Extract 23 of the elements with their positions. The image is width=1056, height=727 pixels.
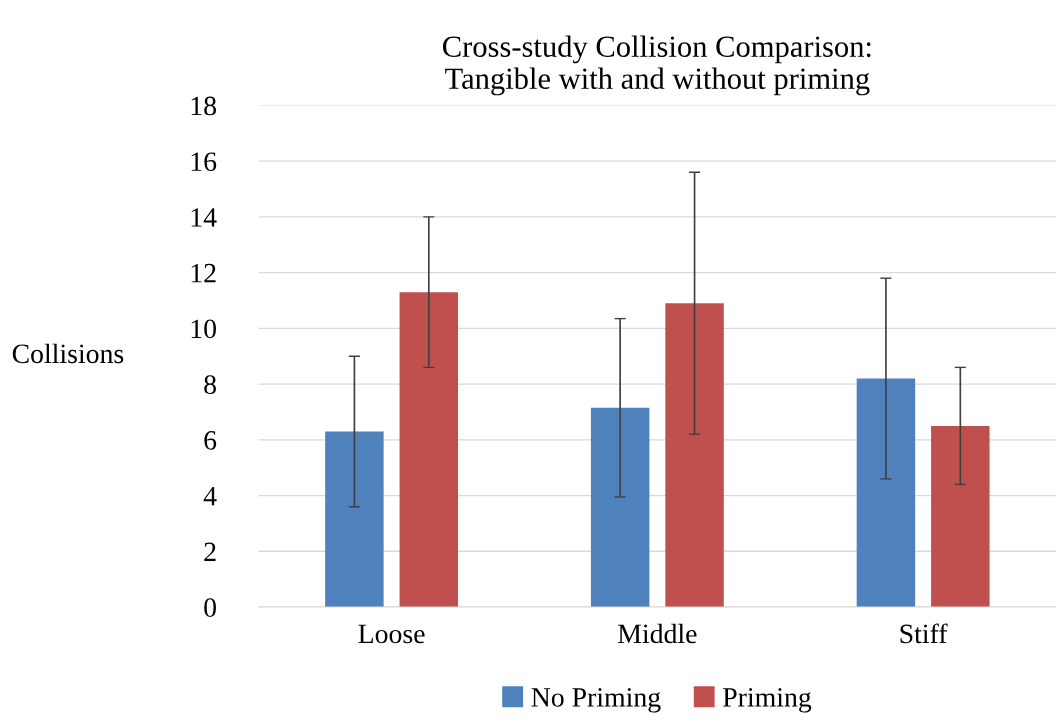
y-tick-label: 14 <box>191 208 217 227</box>
x-tick-label: Loose <box>358 624 425 644</box>
bar <box>590 407 650 608</box>
y-tick-label: 8 <box>204 375 216 395</box>
y-axis-title: Collisions <box>12 343 124 364</box>
y-tick-label: 12 <box>191 263 216 283</box>
chart-title: Cross-study Collision Comparison: Tangible with and without priming <box>443 35 871 96</box>
y-tick-label: 6 <box>204 431 217 450</box>
bar <box>399 292 459 608</box>
y-tick-label: 10 <box>191 319 216 339</box>
bar <box>665 303 724 608</box>
x-tick-label: Middle <box>618 623 697 644</box>
y-tick-label: 0 <box>204 598 216 617</box>
legend-label: Priming <box>723 688 812 713</box>
y-tick-label: 18 <box>191 96 216 116</box>
bar <box>931 425 990 608</box>
y-tick-label: 2 <box>204 542 216 561</box>
legend-label: No Priming <box>531 688 661 713</box>
y-tick-label: 4 <box>203 486 217 506</box>
bar <box>856 378 916 608</box>
y-tick-label: 16 <box>191 152 217 172</box>
x-tick-label: Stiff <box>900 623 948 644</box>
bar <box>325 431 384 608</box>
